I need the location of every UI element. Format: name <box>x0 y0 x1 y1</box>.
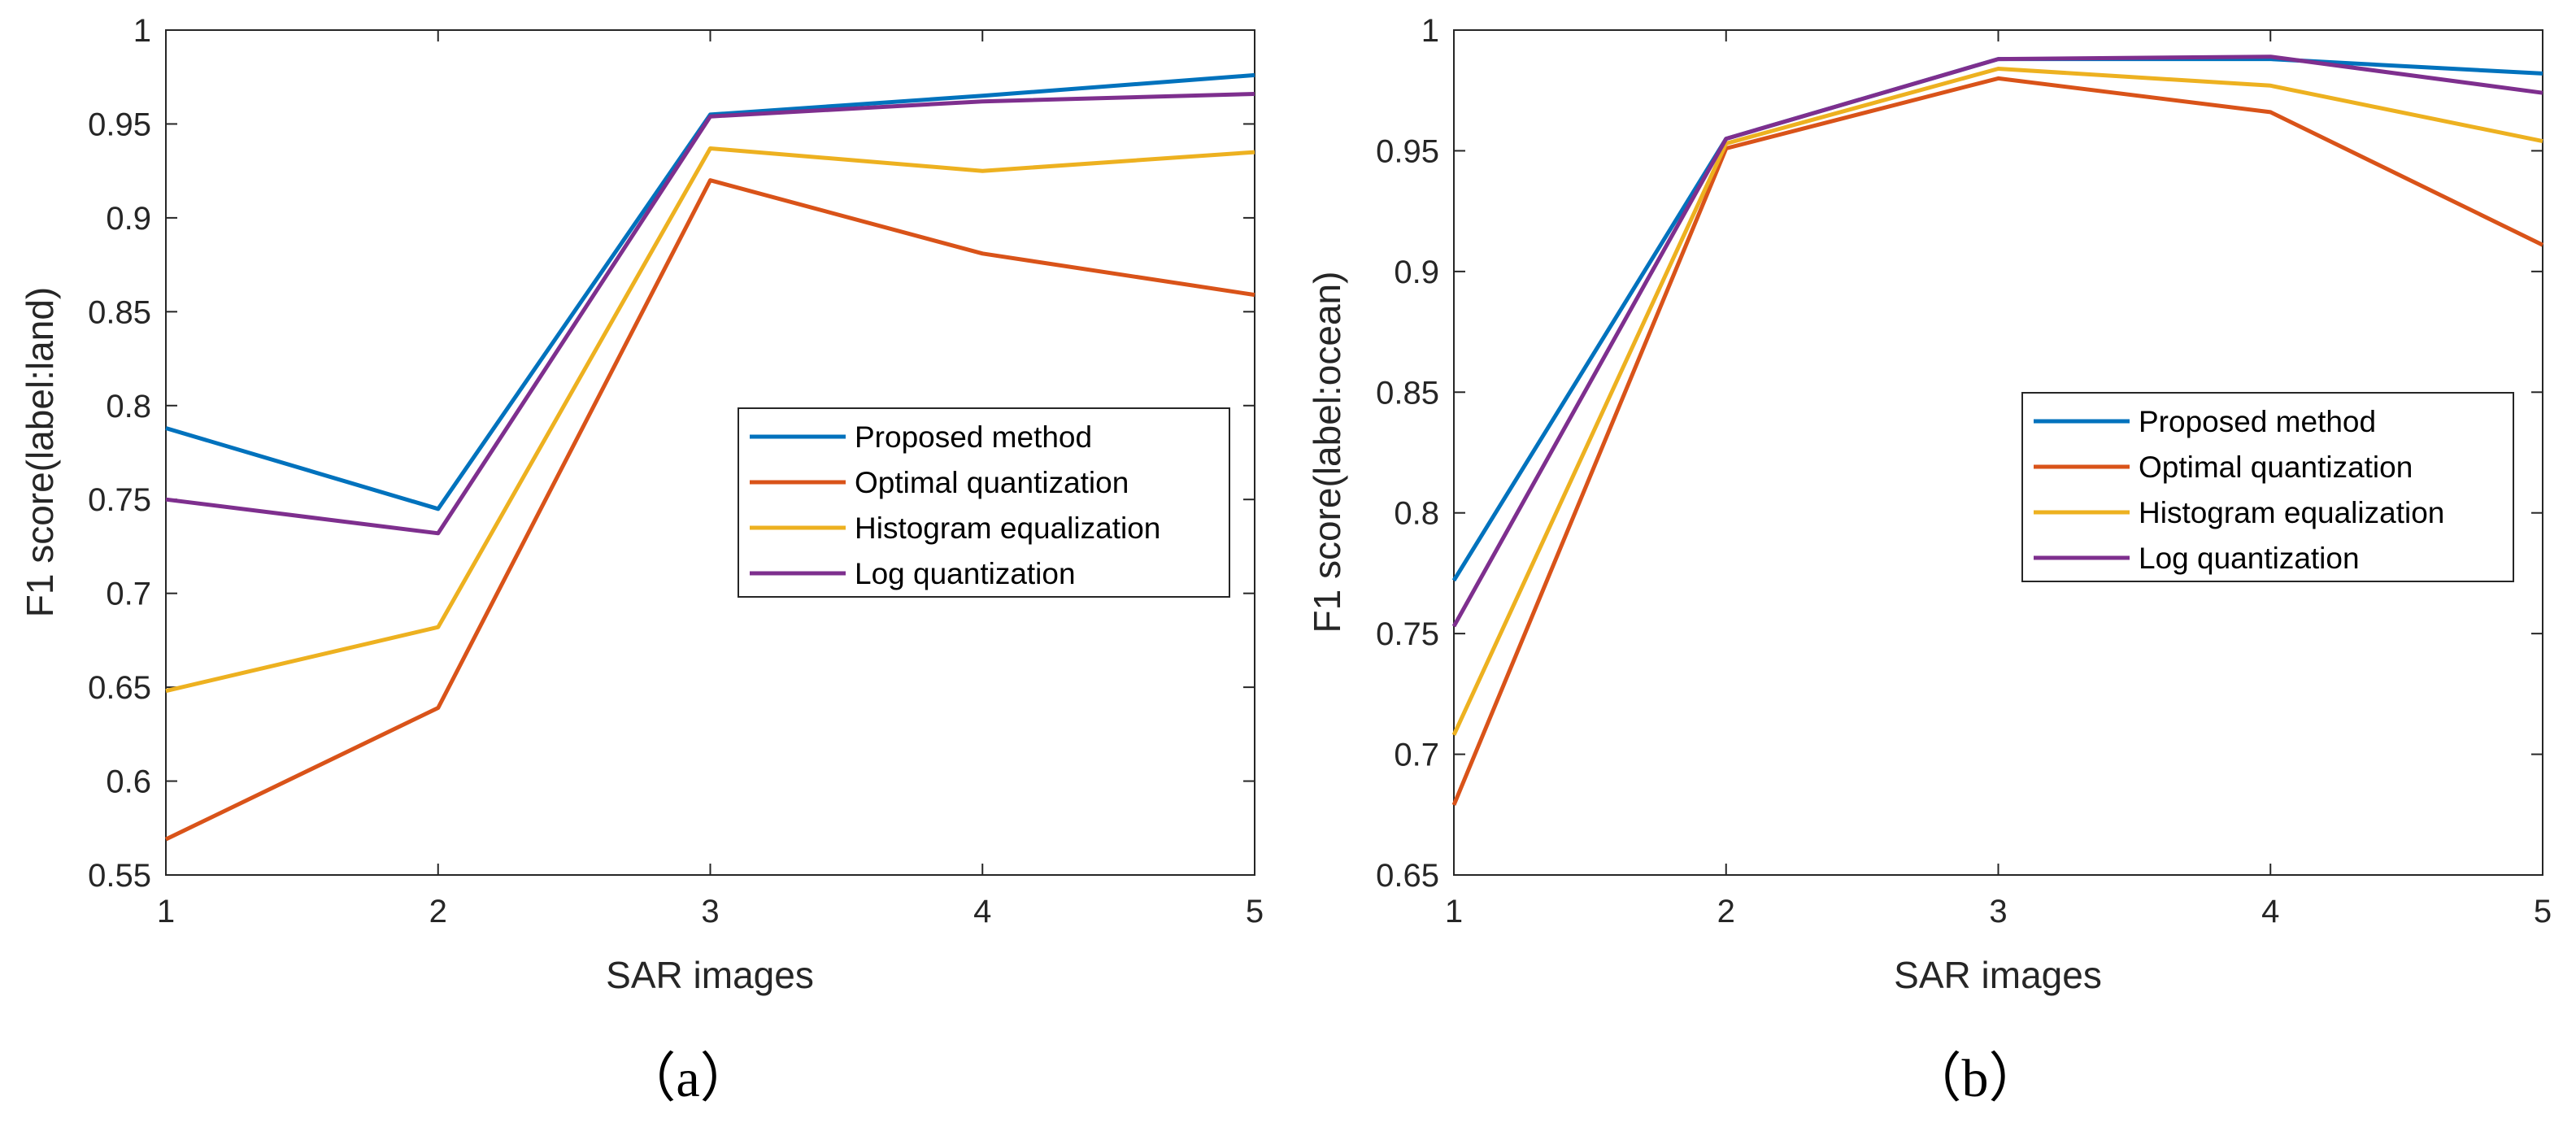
caption-b: （b） <box>1908 1049 2043 1108</box>
legend-label-log-quantization: Log quantization <box>855 557 1076 590</box>
legend-label-log-quantization: Log quantization <box>2139 542 2360 575</box>
series-line-log-quantization <box>165 92 1255 536</box>
series-lines-a <box>164 72 1255 842</box>
legend-label-proposed-method: Proposed method <box>2139 405 2376 438</box>
x-tick-label: 4 <box>973 894 991 929</box>
series-line-optimal-quantization <box>164 178 1255 842</box>
y-tick-label: 1 <box>1421 13 1439 49</box>
series-line-histogram-equalization <box>1451 67 2543 736</box>
chart-panel-b: 0.65 0.7 0.75 0.8 0.85 0.9 0.95 1 1 2 3 4 5 SAR ima… <box>1306 13 2552 1108</box>
y-tick-label: 0.7 <box>106 577 151 612</box>
y-tick-label: 0.95 <box>88 107 151 142</box>
x-tick-label: 5 <box>1246 894 1264 929</box>
legend-label-proposed-method: Proposed method <box>855 420 1092 454</box>
legend-label-optimal-quantization: Optimal quantization <box>855 466 1129 499</box>
y-tick-label: 0.6 <box>106 764 151 800</box>
y-tick-label: 0.95 <box>1376 133 1439 169</box>
y-ticks-b: 0.65 0.7 0.75 0.8 0.85 0.9 0.95 1 <box>1376 13 2543 894</box>
x-tick-label: 3 <box>1989 894 2007 929</box>
legend-items-a: Proposed method Optimal quantization Histo… <box>750 420 1160 590</box>
x-tick-label: 4 <box>2261 894 2279 929</box>
series-line-optimal-quantization <box>1451 76 2544 806</box>
x-ticks-b: 1 2 3 4 5 <box>1445 30 2552 929</box>
legend-label-histogram-equalization: Histogram equalization <box>2139 496 2444 529</box>
y-tick-label: 0.7 <box>1394 738 1439 773</box>
x-ticks-a: 1 2 3 4 5 <box>157 30 1264 929</box>
y-tick-label: 0.75 <box>1376 616 1439 652</box>
y-tick-label: 0.65 <box>1376 858 1439 894</box>
legend-box-b <box>2021 392 2514 582</box>
caption-a: （a） <box>622 1049 753 1108</box>
x-tick-label: 3 <box>701 894 719 929</box>
legend-a: Proposed method Optimal quantization Histo… <box>738 407 1230 598</box>
y-tick-label: 0.9 <box>106 201 151 237</box>
legend-box-a <box>738 407 1230 598</box>
x-axis-label-a: SAR images <box>606 954 814 996</box>
legend-b: Proposed method Optimal quantization Histo… <box>2021 392 2514 582</box>
y-tick-label: 0.8 <box>106 389 151 424</box>
x-axis-label-b: SAR images <box>1894 954 2102 996</box>
y-tick-label: 0.55 <box>88 858 151 894</box>
y-axis-label-a: F1 score(label:land) <box>19 287 61 618</box>
x-tick-label: 1 <box>157 894 175 929</box>
y-tick-label: 0.85 <box>88 294 151 330</box>
legend-items-b: Proposed method Optimal quantization Histo… <box>2034 405 2444 575</box>
series-line-histogram-equalization <box>165 146 1255 694</box>
series-line-log-quantization <box>1451 54 2543 628</box>
y-ticks-a: 0.55 0.6 0.65 0.7 0.75 0.8 0.85 0.9 0.95 1 <box>88 13 1255 894</box>
legend-label-optimal-quantization: Optimal quantization <box>2139 451 2413 484</box>
legend-label-histogram-equalization: Histogram equalization <box>855 511 1160 545</box>
y-tick-label: 0.65 <box>88 670 151 706</box>
y-tick-label: 0.8 <box>1394 496 1439 532</box>
x-tick-label: 1 <box>1445 894 1463 929</box>
series-lines-b <box>1451 54 2544 806</box>
x-tick-label: 5 <box>2534 894 2552 929</box>
y-tick-label: 0.85 <box>1376 375 1439 411</box>
y-tick-label: 1 <box>133 13 151 49</box>
y-tick-label: 0.75 <box>88 482 151 518</box>
y-tick-label: 0.9 <box>1394 255 1439 290</box>
y-axis-label-b: F1 score(label:ocean) <box>1306 272 1348 633</box>
x-tick-label: 2 <box>429 894 447 929</box>
x-tick-label: 2 <box>1717 894 1735 929</box>
